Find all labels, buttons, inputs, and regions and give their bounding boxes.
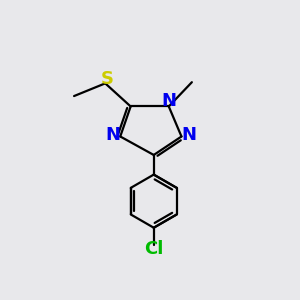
Text: Cl: Cl [144,240,164,258]
Text: N: N [162,92,177,110]
Text: N: N [106,126,121,144]
Text: N: N [182,126,196,144]
Text: S: S [100,70,114,88]
